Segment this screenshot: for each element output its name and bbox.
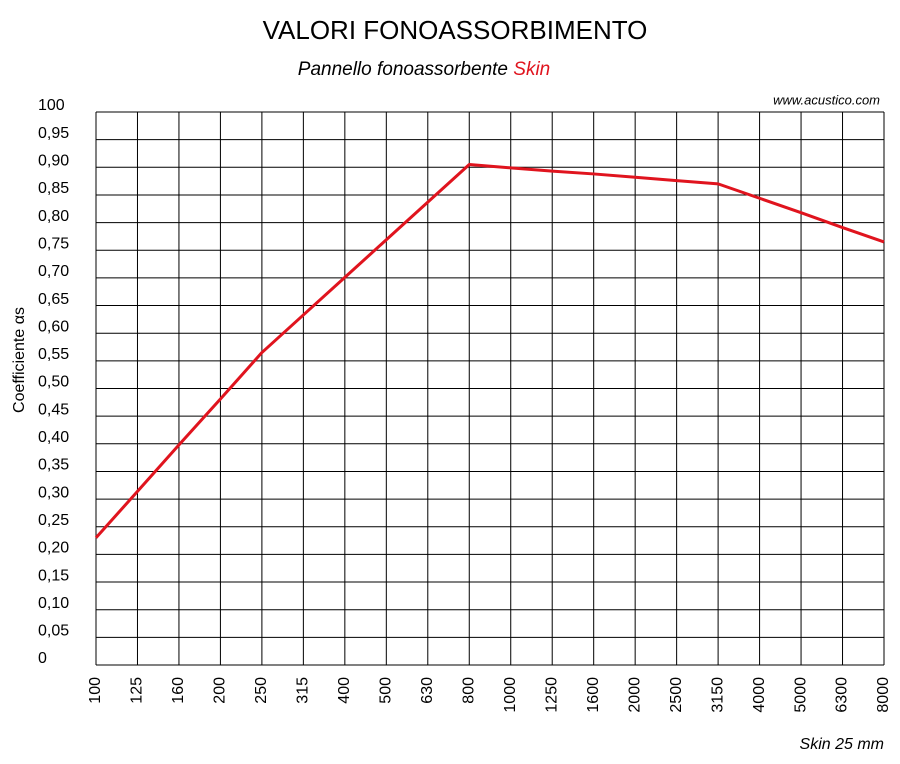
y-tick-label: 0,20 — [38, 540, 69, 557]
x-tick-label: 2000 — [626, 677, 643, 713]
y-tick-label: 0,80 — [38, 208, 69, 225]
y-tick-label: 0,90 — [38, 153, 69, 170]
data-line — [94, 163, 885, 539]
x-tick-label: 1000 — [502, 677, 519, 713]
y-tick-label: 0,95 — [38, 125, 69, 142]
y-tick-label: 0,75 — [38, 235, 69, 252]
x-tick-label: 100 — [87, 677, 104, 704]
x-tick-label: 400 — [336, 677, 353, 704]
y-tick-label: 0,60 — [38, 318, 69, 335]
x-tick-label: 3150 — [709, 677, 726, 713]
y-tick-label: 0,55 — [38, 346, 69, 363]
chart-subtitle: Pannello fonoassorbente Skin — [298, 59, 550, 80]
x-tick-label: 2500 — [668, 677, 685, 713]
x-tick-label: 5000 — [792, 677, 809, 713]
x-tick-label: 8000 — [875, 677, 892, 713]
x-tick-label: 200 — [212, 677, 229, 704]
y-tick-label: 0,85 — [38, 180, 69, 197]
y-tick-label: 0,40 — [38, 429, 69, 446]
y-tick-label: 0,10 — [38, 595, 69, 612]
x-tick-label: 1600 — [585, 677, 602, 713]
chart-title: VALORI FONOASSORBIMENTO — [263, 15, 648, 45]
y-tick-label: 0,15 — [38, 567, 69, 584]
x-tick-label: 1250 — [543, 677, 560, 713]
y-tick-label: 0,35 — [38, 457, 69, 474]
y-tick-label: 0,65 — [38, 291, 69, 308]
x-tick-label: 250 — [253, 677, 270, 704]
x-tick-label: 800 — [460, 677, 477, 704]
x-tick-label: 125 — [129, 677, 146, 704]
y-tick-label: 0 — [38, 650, 47, 667]
x-tick-label: 500 — [378, 677, 395, 704]
x-tick-label: 4000 — [751, 677, 768, 713]
y-tick-label: 0,70 — [38, 263, 69, 280]
y-tick-label: 0,30 — [38, 484, 69, 501]
x-axis-label: Skin 25 mm — [800, 736, 884, 753]
x-tick-label: 160 — [170, 677, 187, 704]
y-tick-label: 0,50 — [38, 374, 69, 391]
subtitle-text: Pannello fonoassorbente — [298, 59, 508, 80]
y-tick-label: 0,45 — [38, 401, 69, 418]
x-tick-label: 6300 — [834, 677, 851, 713]
x-tick-label: 315 — [295, 677, 312, 704]
y-tick-label: 100 — [38, 97, 65, 114]
x-tick-label: 630 — [419, 677, 436, 704]
watermark: www.acustico.com — [773, 92, 880, 107]
y-tick-label: 0,25 — [38, 512, 69, 529]
y-axis-label: Coefficiente αs — [11, 307, 28, 413]
y-tick-label: 0,05 — [38, 623, 69, 640]
subtitle-highlight: Skin — [513, 59, 550, 80]
